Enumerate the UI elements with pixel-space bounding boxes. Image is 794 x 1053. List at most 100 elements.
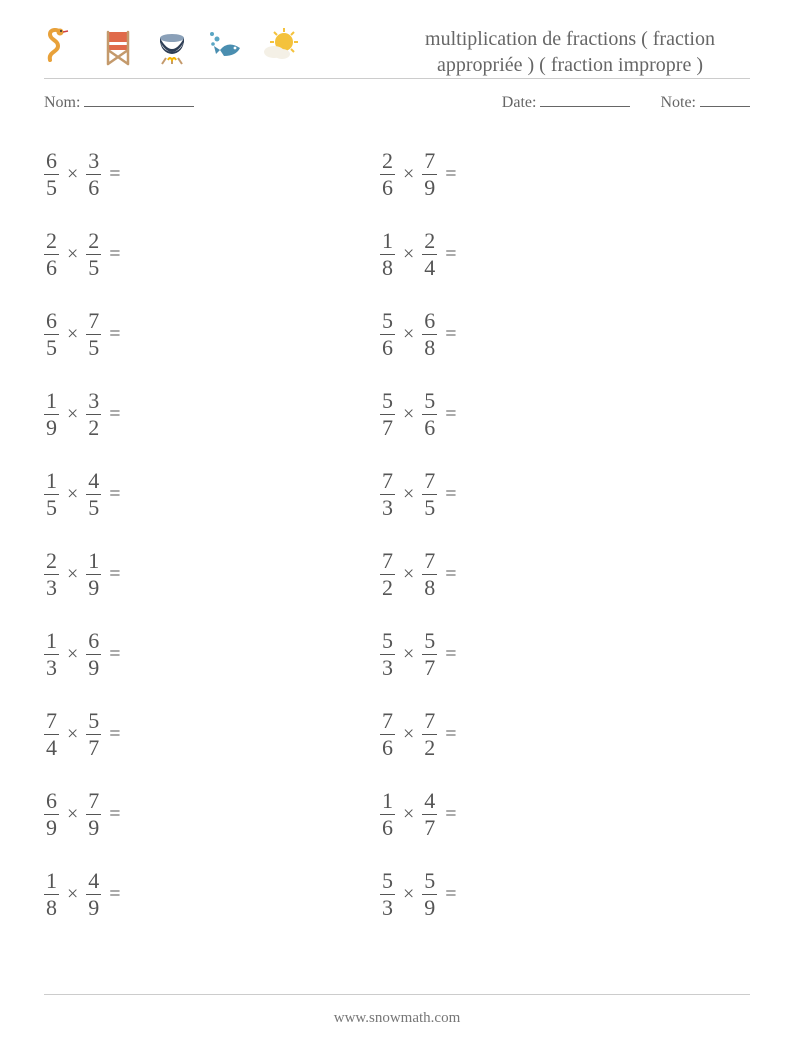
- denominator: 9: [86, 817, 101, 839]
- equals-sign: =: [109, 163, 120, 186]
- worksheet-title: multiplication de fractions ( fraction a…: [390, 26, 750, 78]
- numerator: 6: [44, 150, 59, 172]
- times-operator: ×: [403, 643, 414, 666]
- problem-cell: 57×56=: [380, 390, 750, 439]
- fraction: 57: [86, 710, 101, 759]
- numerator: 6: [44, 310, 59, 332]
- numerator: 3: [86, 150, 101, 172]
- fraction: 65: [44, 150, 59, 199]
- fraction: 53: [380, 870, 395, 919]
- problem-cell: 19×32=: [44, 390, 380, 439]
- denominator: 6: [380, 737, 395, 759]
- denominator: 8: [44, 897, 59, 919]
- date-field: Date:: [502, 92, 631, 112]
- denominator: 5: [86, 497, 101, 519]
- equals-sign: =: [109, 403, 120, 426]
- fraction: 18: [44, 870, 59, 919]
- date-label: Date:: [502, 94, 537, 111]
- fraction: 45: [86, 470, 101, 519]
- equals-sign: =: [109, 483, 120, 506]
- equals-sign: =: [445, 643, 456, 666]
- sun-icon: [260, 26, 300, 66]
- times-operator: ×: [403, 403, 414, 426]
- date-blank[interactable]: [540, 92, 630, 107]
- numerator: 1: [86, 550, 101, 572]
- times-operator: ×: [403, 803, 414, 826]
- fraction: 73: [380, 470, 395, 519]
- fraction: 78: [422, 550, 437, 599]
- name-blank[interactable]: [84, 92, 194, 107]
- problem-cell: 72×78=: [380, 550, 750, 599]
- times-operator: ×: [403, 483, 414, 506]
- numerator: 3: [86, 390, 101, 412]
- equals-sign: =: [109, 243, 120, 266]
- denominator: 4: [44, 737, 59, 759]
- numerator: 4: [86, 870, 101, 892]
- numerator: 7: [380, 550, 395, 572]
- denominator: 3: [380, 497, 395, 519]
- denominator: 9: [422, 897, 437, 919]
- denominator: 3: [44, 657, 59, 679]
- note-label: Note:: [660, 94, 696, 111]
- problem-row: 13×69=53×57=: [44, 614, 750, 694]
- equals-sign: =: [109, 803, 120, 826]
- numerator: 6: [422, 310, 437, 332]
- title-line1: multiplication de fractions ( fraction: [425, 28, 715, 50]
- numerator: 5: [422, 390, 437, 412]
- numerator: 2: [44, 230, 59, 252]
- fraction: 16: [380, 790, 395, 839]
- numerator: 1: [380, 230, 395, 252]
- fraction: 47: [422, 790, 437, 839]
- numerator: 2: [86, 230, 101, 252]
- denominator: 9: [44, 817, 59, 839]
- numerator: 1: [44, 870, 59, 892]
- times-operator: ×: [403, 163, 414, 186]
- numerator: 5: [380, 870, 395, 892]
- denominator: 9: [86, 577, 101, 599]
- numerator: 5: [380, 310, 395, 332]
- problem-row: 18×49=53×59=: [44, 854, 750, 934]
- numerator: 1: [44, 630, 59, 652]
- fraction: 76: [380, 710, 395, 759]
- numerator: 7: [380, 710, 395, 732]
- numerator: 2: [44, 550, 59, 572]
- numerator: 5: [380, 390, 395, 412]
- fraction: 72: [380, 550, 395, 599]
- meta-row: Nom: Date: Note:: [44, 92, 750, 112]
- numerator: 7: [86, 310, 101, 332]
- problem-cell: 65×36=: [44, 150, 380, 199]
- fraction: 19: [44, 390, 59, 439]
- fraction: 26: [380, 150, 395, 199]
- fraction: 13: [44, 630, 59, 679]
- note-blank[interactable]: [700, 92, 750, 107]
- numerator: 5: [422, 870, 437, 892]
- equals-sign: =: [445, 323, 456, 346]
- fraction: 57: [422, 630, 437, 679]
- denominator: 8: [422, 337, 437, 359]
- times-operator: ×: [67, 483, 78, 506]
- times-operator: ×: [67, 803, 78, 826]
- fraction: 79: [422, 150, 437, 199]
- denominator: 4: [422, 257, 437, 279]
- fraction: 74: [44, 710, 59, 759]
- denominator: 3: [380, 897, 395, 919]
- numerator: 7: [422, 550, 437, 572]
- denominator: 3: [44, 577, 59, 599]
- fraction: 19: [86, 550, 101, 599]
- fraction: 59: [422, 870, 437, 919]
- fraction: 32: [86, 390, 101, 439]
- header-divider: [44, 78, 750, 79]
- fraction: 36: [86, 150, 101, 199]
- footer-divider: [44, 994, 750, 995]
- equals-sign: =: [445, 803, 456, 826]
- header-icons: [44, 26, 300, 66]
- problem-cell: 76×72=: [380, 710, 750, 759]
- name-label: Nom:: [44, 94, 80, 111]
- denominator: 6: [422, 417, 437, 439]
- equals-sign: =: [109, 723, 120, 746]
- times-operator: ×: [67, 883, 78, 906]
- problem-cell: 56×68=: [380, 310, 750, 359]
- numerator: 1: [44, 390, 59, 412]
- problem-cell: 15×45=: [44, 470, 380, 519]
- fraction: 56: [422, 390, 437, 439]
